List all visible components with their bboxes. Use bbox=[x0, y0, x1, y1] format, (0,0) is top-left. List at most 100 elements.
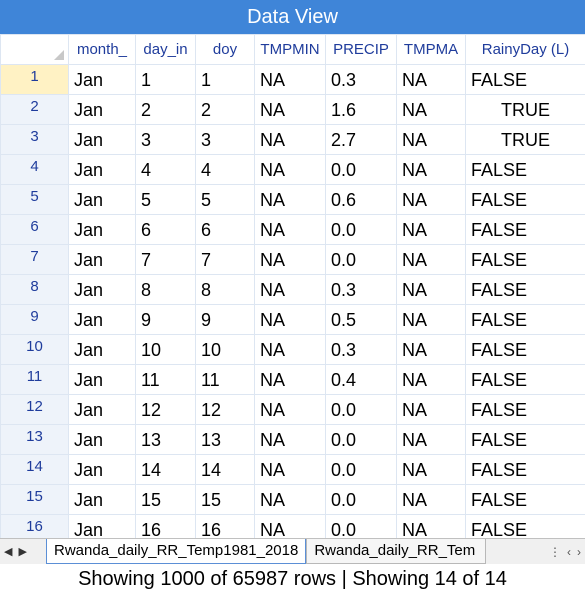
cell-precip[interactable]: 0.6 bbox=[325, 184, 397, 215]
cell-month[interactable]: Jan bbox=[68, 274, 136, 305]
cell-month[interactable]: Jan bbox=[68, 214, 136, 245]
cell-rainyday[interactable]: FALSE bbox=[465, 454, 585, 485]
cell-tmpmin[interactable]: NA bbox=[254, 424, 326, 455]
cell-doy[interactable]: 5 bbox=[195, 184, 255, 215]
cell-precip[interactable]: 0.0 bbox=[325, 244, 397, 275]
cell-tmpmin[interactable]: NA bbox=[254, 124, 326, 155]
cell-tmpmax[interactable]: NA bbox=[396, 64, 466, 95]
cell-precip[interactable]: 0.0 bbox=[325, 154, 397, 185]
cell-month[interactable]: Jan bbox=[68, 124, 136, 155]
cell-month[interactable]: Jan bbox=[68, 334, 136, 365]
column-header-precip[interactable]: PRECIP bbox=[325, 34, 397, 65]
cell-precip[interactable]: 0.0 bbox=[325, 454, 397, 485]
cell-tmpmax[interactable]: NA bbox=[396, 214, 466, 245]
row-header[interactable]: 16 bbox=[0, 514, 69, 538]
cell-month[interactable]: Jan bbox=[68, 364, 136, 395]
cell-rainyday[interactable]: TRUE bbox=[465, 124, 585, 155]
cell-tmpmax[interactable]: NA bbox=[396, 454, 466, 485]
cell-precip[interactable]: 0.3 bbox=[325, 64, 397, 95]
cell-month[interactable]: Jan bbox=[68, 244, 136, 275]
cell-doy[interactable]: 1 bbox=[195, 64, 255, 95]
cell-doy[interactable]: 15 bbox=[195, 484, 255, 515]
cell-doy[interactable]: 11 bbox=[195, 364, 255, 395]
row-header[interactable]: 12 bbox=[0, 394, 69, 425]
cell-tmpmin[interactable]: NA bbox=[254, 364, 326, 395]
cell-month[interactable]: Jan bbox=[68, 94, 136, 125]
cell-day-in[interactable]: 15 bbox=[135, 484, 196, 515]
cell-doy[interactable]: 9 bbox=[195, 304, 255, 335]
cell-tmpmin[interactable]: NA bbox=[254, 244, 326, 275]
row-header[interactable]: 10 bbox=[0, 334, 69, 365]
cell-tmpmin[interactable]: NA bbox=[254, 484, 326, 515]
cell-tmpmax[interactable]: NA bbox=[396, 394, 466, 425]
row-header[interactable]: 5 bbox=[0, 184, 69, 215]
cell-day-in[interactable]: 2 bbox=[135, 94, 196, 125]
cell-day-in[interactable]: 8 bbox=[135, 274, 196, 305]
cell-day-in[interactable]: 13 bbox=[135, 424, 196, 455]
cell-precip[interactable]: 0.5 bbox=[325, 304, 397, 335]
cell-doy[interactable]: 2 bbox=[195, 94, 255, 125]
table-row[interactable]: 16 Jan 16 16 NA 0.0 NA FALSE bbox=[0, 514, 585, 538]
cell-tmpmin[interactable]: NA bbox=[254, 214, 326, 245]
cell-rainyday[interactable]: FALSE bbox=[465, 244, 585, 275]
table-row[interactable]: 5 Jan 5 5 NA 0.6 NA FALSE bbox=[0, 184, 585, 215]
data-grid[interactable]: month_ day_in doy TMPMIN PRECIP TMPMA Ra… bbox=[0, 34, 585, 538]
row-header[interactable]: 9 bbox=[0, 304, 69, 335]
cell-doy[interactable]: 13 bbox=[195, 424, 255, 455]
cell-tmpmin[interactable]: NA bbox=[254, 64, 326, 95]
table-row[interactable]: 13 Jan 13 13 NA 0.0 NA FALSE bbox=[0, 424, 585, 455]
cell-rainyday[interactable]: FALSE bbox=[465, 214, 585, 245]
cell-precip[interactable]: 0.0 bbox=[325, 214, 397, 245]
sheet-tab-1[interactable]: Rwanda_daily_RR_Temp1981_2018 bbox=[46, 539, 307, 564]
cell-rainyday[interactable]: FALSE bbox=[465, 334, 585, 365]
cell-day-in[interactable]: 11 bbox=[135, 364, 196, 395]
column-header-tmpmax[interactable]: TMPMA bbox=[396, 34, 466, 65]
cell-tmpmin[interactable]: NA bbox=[254, 394, 326, 425]
cell-rainyday[interactable]: TRUE bbox=[465, 94, 585, 125]
column-header-rainyday[interactable]: RainyDay (L) bbox=[465, 34, 585, 65]
more-icon[interactable]: ⋮ bbox=[549, 544, 561, 559]
cell-tmpmin[interactable]: NA bbox=[254, 454, 326, 485]
cell-day-in[interactable]: 12 bbox=[135, 394, 196, 425]
cell-doy[interactable]: 16 bbox=[195, 514, 255, 538]
cell-month[interactable]: Jan bbox=[68, 304, 136, 335]
cell-day-in[interactable]: 5 bbox=[135, 184, 196, 215]
row-header[interactable]: 4 bbox=[0, 154, 69, 185]
cell-precip[interactable]: 2.7 bbox=[325, 124, 397, 155]
cell-rainyday[interactable]: FALSE bbox=[465, 364, 585, 395]
cell-rainyday[interactable]: FALSE bbox=[465, 424, 585, 455]
row-header[interactable]: 13 bbox=[0, 424, 69, 455]
row-header[interactable]: 3 bbox=[0, 124, 69, 155]
cell-precip[interactable]: 0.0 bbox=[325, 484, 397, 515]
left-arrow-icon[interactable]: ◀ bbox=[4, 546, 13, 558]
cell-doy[interactable]: 3 bbox=[195, 124, 255, 155]
chevron-right-icon[interactable]: › bbox=[577, 544, 581, 559]
cell-tmpmin[interactable]: NA bbox=[254, 154, 326, 185]
right-arrow-icon[interactable]: ▶ bbox=[18, 546, 27, 558]
cell-day-in[interactable]: 4 bbox=[135, 154, 196, 185]
cell-tmpmax[interactable]: NA bbox=[396, 124, 466, 155]
table-row[interactable]: 10 Jan 10 10 NA 0.3 NA FALSE bbox=[0, 334, 585, 365]
cell-rainyday[interactable]: FALSE bbox=[465, 64, 585, 95]
cell-day-in[interactable]: 14 bbox=[135, 454, 196, 485]
cell-doy[interactable]: 10 bbox=[195, 334, 255, 365]
cell-tmpmin[interactable]: NA bbox=[254, 274, 326, 305]
table-row[interactable]: 9 Jan 9 9 NA 0.5 NA FALSE bbox=[0, 304, 585, 335]
row-header[interactable]: 14 bbox=[0, 454, 69, 485]
cell-tmpmax[interactable]: NA bbox=[396, 424, 466, 455]
column-header-tmpmin[interactable]: TMPMIN bbox=[254, 34, 326, 65]
cell-rainyday[interactable]: FALSE bbox=[465, 304, 585, 335]
cell-doy[interactable]: 12 bbox=[195, 394, 255, 425]
cell-tmpmax[interactable]: NA bbox=[396, 274, 466, 305]
cell-rainyday[interactable]: FALSE bbox=[465, 274, 585, 305]
cell-day-in[interactable]: 7 bbox=[135, 244, 196, 275]
table-row[interactable]: 15 Jan 15 15 NA 0.0 NA FALSE bbox=[0, 484, 585, 515]
cell-day-in[interactable]: 16 bbox=[135, 514, 196, 538]
cell-tmpmin[interactable]: NA bbox=[254, 304, 326, 335]
cell-tmpmax[interactable]: NA bbox=[396, 484, 466, 515]
cell-precip[interactable]: 0.4 bbox=[325, 364, 397, 395]
cell-month[interactable]: Jan bbox=[68, 514, 136, 538]
table-row[interactable]: 11 Jan 11 11 NA 0.4 NA FALSE bbox=[0, 364, 585, 395]
cell-day-in[interactable]: 10 bbox=[135, 334, 196, 365]
table-row[interactable]: 6 Jan 6 6 NA 0.0 NA FALSE bbox=[0, 214, 585, 245]
